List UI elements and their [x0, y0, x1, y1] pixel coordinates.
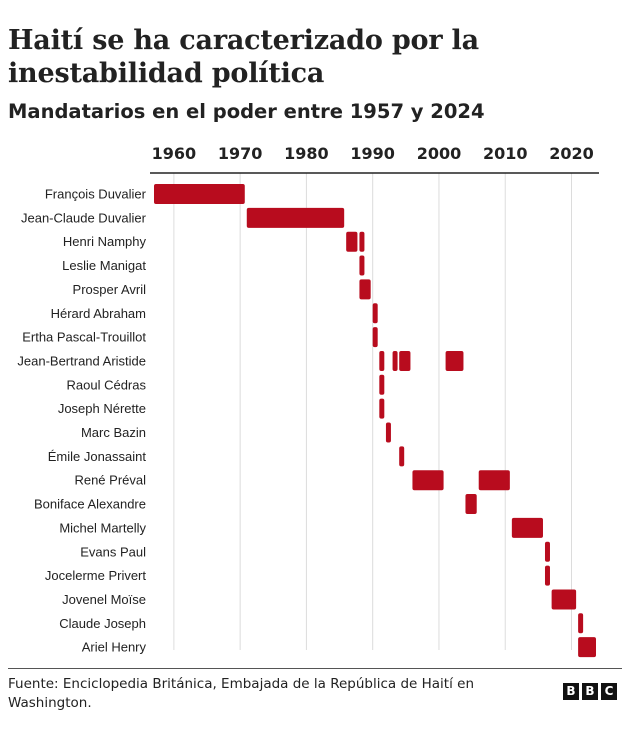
timeline-chart: 1960 1970 1980 1990 2000 2010 2020 François Du…	[17, 144, 599, 658]
leader-label: Jovenel Moïse	[62, 592, 146, 607]
bbc-logo-letter: B	[563, 683, 579, 700]
term-bar	[544, 541, 550, 562]
leader-label: Raoul Cédras	[67, 377, 147, 392]
x-tick-label: 1990	[350, 144, 395, 163]
term-bar	[246, 207, 345, 228]
chart-subtitle: Mandatarios en el poder entre 1957 y 202…	[8, 100, 485, 123]
term-bar	[385, 422, 391, 443]
leader-label: Jocelerme Privert	[45, 568, 147, 583]
leader-label: François Duvalier	[45, 187, 147, 202]
x-tick-label: 2020	[549, 144, 594, 163]
term-bar	[465, 494, 477, 515]
x-tick-label: 2000	[417, 144, 462, 163]
leader-label: Claude Joseph	[59, 616, 146, 631]
term-bar	[399, 446, 405, 467]
leader-label: Henri Namphy	[63, 234, 147, 249]
term-bar	[372, 327, 378, 348]
x-tick-label: 1970	[218, 144, 263, 163]
term-bar	[511, 517, 543, 538]
term-bar	[359, 231, 365, 252]
x-tick-label: 1980	[284, 144, 329, 163]
term-bar	[379, 398, 385, 419]
term-bar	[346, 231, 358, 252]
x-tick-label: 2010	[483, 144, 528, 163]
leader-label: Ariel Henry	[82, 640, 147, 655]
term-bar	[551, 589, 577, 610]
x-tick-label: 1960	[152, 144, 197, 163]
term-bar	[379, 350, 385, 371]
term-bar	[372, 303, 378, 324]
leader-label: Jean-Bertrand Aristide	[17, 353, 146, 368]
term-bar	[392, 350, 398, 371]
term-bar	[412, 470, 444, 491]
leader-label: Michel Martelly	[59, 520, 146, 535]
bbc-logo: B B C	[563, 683, 617, 700]
leader-labels: François Duvalier Jean-Claude Duvalier Hen…	[17, 187, 146, 655]
leader-label: Émile Jonassaint	[48, 449, 147, 464]
bbc-logo-letter: B	[582, 683, 598, 700]
source-note: Fuente: Enciclopedia Británica, Embajada…	[8, 676, 475, 711]
leader-label: Leslie Manigat	[62, 258, 146, 273]
term-bar	[379, 374, 385, 395]
x-axis-ticks: 1960 1970 1980 1990 2000 2010 2020	[152, 144, 594, 163]
term-bar	[359, 255, 365, 276]
leader-label: Jean-Claude Duvalier	[21, 210, 147, 225]
leader-label: Ertha Pascal-Trouillot	[22, 330, 146, 345]
term-bar	[399, 350, 411, 371]
term-bars	[154, 184, 596, 658]
term-bar	[544, 565, 550, 586]
bbc-logo-letter: C	[601, 683, 617, 700]
term-bar	[359, 279, 371, 300]
term-bar	[578, 613, 584, 634]
leader-label: Marc Bazin	[81, 425, 146, 440]
leader-label: Boniface Alexandre	[34, 497, 146, 512]
footer-divider	[8, 668, 622, 669]
term-bar	[154, 184, 245, 204]
term-bar	[478, 470, 510, 491]
leader-label: Prosper Avril	[73, 282, 147, 297]
leader-label: Evans Paul	[80, 544, 146, 559]
leader-label: Joseph Nérette	[58, 401, 146, 416]
term-bar	[445, 350, 464, 371]
chart-title: Haití se ha caracterizado por la inestab…	[8, 25, 479, 89]
grid-lines	[173, 173, 572, 650]
leader-label: René Préval	[74, 473, 146, 488]
term-bar	[578, 637, 596, 658]
leader-label: Hérard Abraham	[51, 306, 146, 321]
